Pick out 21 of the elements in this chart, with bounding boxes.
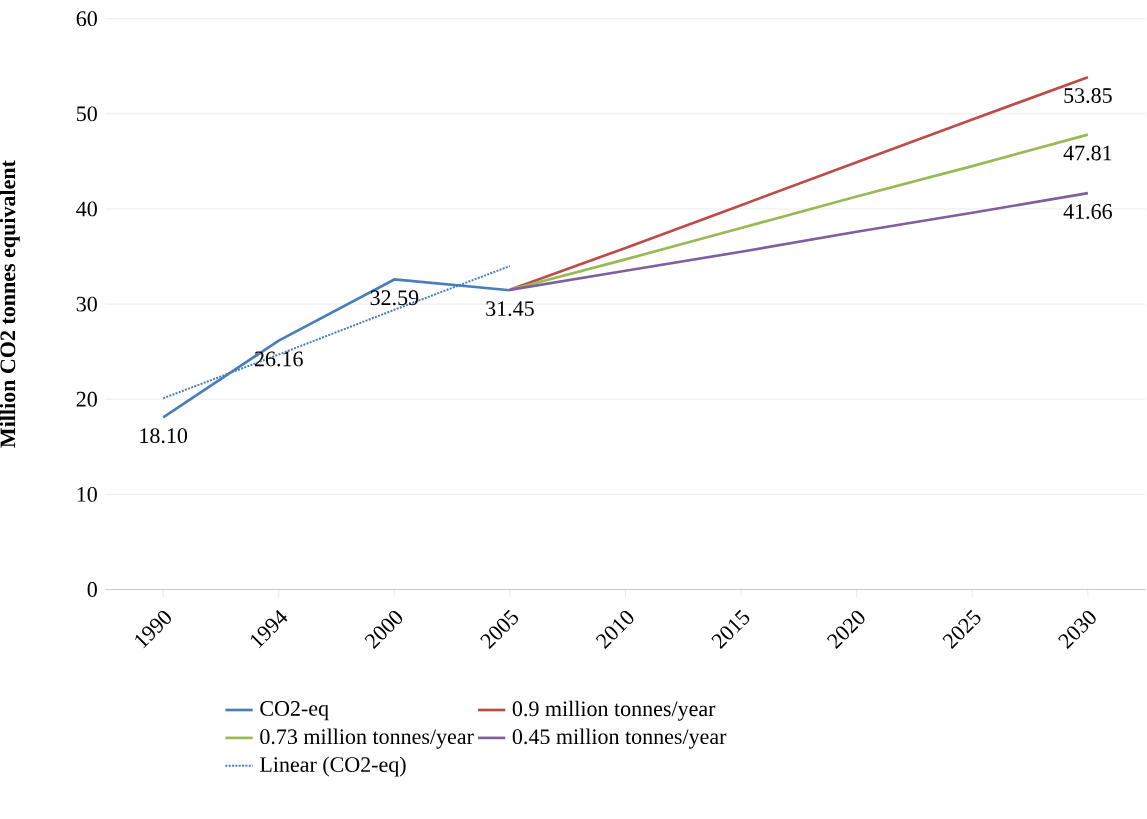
y-tick-label: 60	[76, 11, 97, 27]
y-tick-label: 40	[76, 201, 97, 217]
x-tick-label: 1990	[135, 610, 172, 649]
legend-label: 0.73 million tonnes/year	[260, 728, 474, 749]
y-tick-label: 30	[76, 296, 97, 312]
data-label: 41.66	[1063, 204, 1112, 220]
data-label: 26.16	[254, 351, 303, 367]
data-label: 32.59	[370, 290, 419, 306]
legend-label: 0.9 million tonnes/year	[512, 700, 716, 721]
legend-label: 0.45 million tonnes/year	[512, 728, 727, 749]
data-label: 31.45	[486, 301, 534, 317]
data-label: 18.10	[140, 428, 188, 444]
y-tick-label: 10	[77, 486, 97, 502]
legend-label: CO2-eq	[260, 701, 329, 721]
y-axis-title: Million CO2 tonnes equivalent	[0, 160, 20, 448]
legend-label: Linear (CO2-eq)	[260, 756, 406, 777]
data-label: 53.85	[1064, 88, 1112, 104]
y-tick-label: 50	[77, 106, 97, 122]
y-tick-label: 20	[76, 391, 97, 407]
data-label: 47.81	[1063, 145, 1112, 161]
y-tick-label: 0	[87, 582, 97, 597]
